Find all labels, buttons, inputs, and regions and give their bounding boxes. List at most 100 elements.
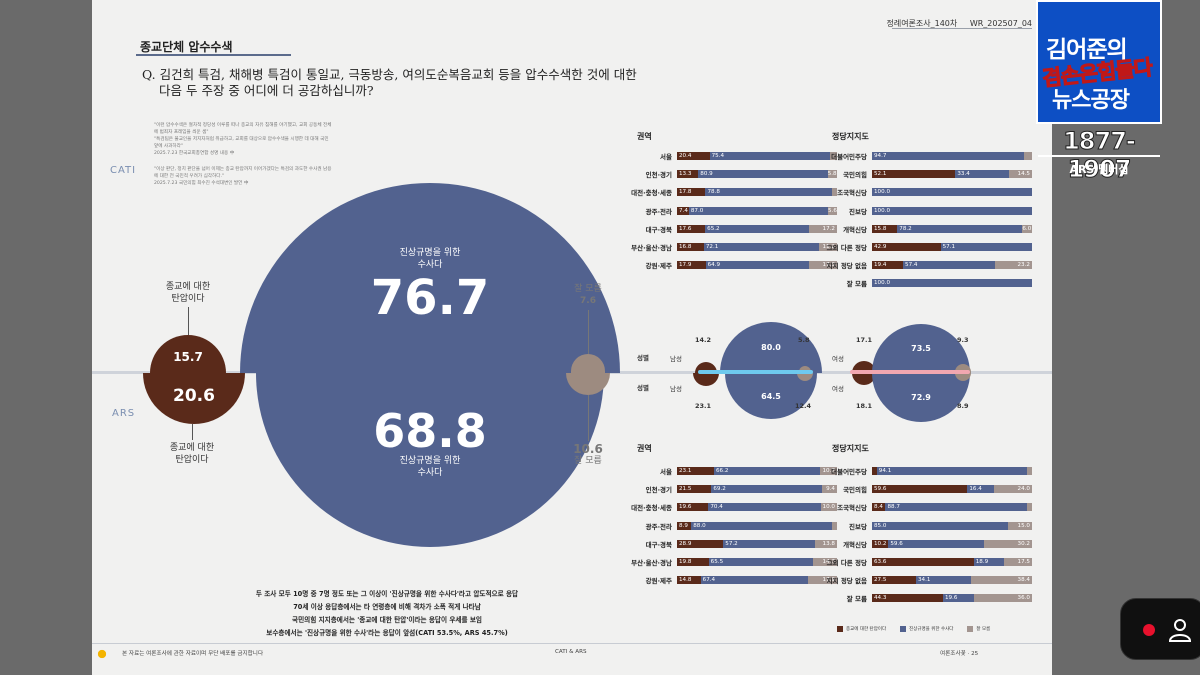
cati-investigation-caption-2: 수사다 bbox=[417, 260, 443, 270]
male-dontknow-value-ars: 12.4 bbox=[795, 402, 812, 410]
cati-region-investigation-segment: 87.0 bbox=[688, 206, 829, 215]
male-oppression-value-cati: 14.2 bbox=[695, 336, 712, 344]
ars-region-dontknow-segment bbox=[832, 521, 837, 530]
ars-party-oppression-segment: 59.6 bbox=[872, 485, 968, 494]
cati-party-investigation-segment: 33.4 bbox=[955, 170, 1009, 179]
footer-right: 여론조사꽃 · 25 bbox=[940, 651, 979, 657]
ars-party-investigation-segment: 85.0 bbox=[872, 521, 1008, 530]
cati-region-investigation-segment: 78.8 bbox=[705, 188, 832, 197]
ars-region-oppression-segment: 28.9 bbox=[677, 539, 724, 548]
person-icon[interactable] bbox=[1167, 617, 1193, 643]
ars-investigation-value: 68.8 bbox=[373, 404, 487, 458]
ars-party-dontknow-segment: 30.2 bbox=[983, 539, 1032, 548]
ars-region-dontknow-segment: 13.8 bbox=[814, 539, 837, 548]
cati-region-row-label: 부산·울산·경남 bbox=[631, 244, 672, 252]
cati-party-row-label: 잘 모름 bbox=[846, 280, 867, 289]
cati-party-title: 정당지지도 bbox=[832, 132, 869, 141]
cati-party-investigation-segment: 100.0 bbox=[872, 206, 1032, 215]
cati-party-stacked-bar: 52.1 33.4 14.5 bbox=[872, 170, 1032, 179]
ars-oppression-caption-1: 종교에 대한 bbox=[169, 443, 215, 453]
ars-party-investigation-segment: 94.1 bbox=[876, 467, 1028, 475]
ars-membership-label: ARS 멤버십 bbox=[1069, 163, 1129, 176]
ars-party-investigation-segment: 34.1 bbox=[916, 576, 971, 585]
cati-region-dontknow-segment: 11.2 bbox=[819, 243, 837, 251]
cati-region-dontknow-segment: 5.6 bbox=[828, 206, 837, 215]
question-line-1: Q. 김건희 특검, 채해병 특검이 통일교, 극동방송, 여의도순복음교회 등… bbox=[142, 67, 637, 82]
ars-oppression-bubble: 20.6 bbox=[143, 373, 245, 424]
header-meta: 정례여론조사_140차 WR_202507_04 bbox=[876, 18, 1032, 29]
ars-party-stacked-bar: 94.1 bbox=[872, 467, 1032, 475]
female-oppression-value-ars: 18.1 bbox=[856, 402, 873, 410]
cati-party-dontknow-segment: 14.5 bbox=[1008, 170, 1032, 179]
cati-region-investigation-segment: 72.1 bbox=[703, 243, 820, 251]
ars-region-row-label: 광주·전라 bbox=[645, 522, 672, 531]
cati-party-stacked-bar: 19.4 57.4 23.2 bbox=[872, 261, 1032, 270]
female-investigation-value-ars: 72.9 bbox=[911, 393, 931, 402]
ars-region-dontknow-segment: 9.4 bbox=[821, 485, 837, 494]
ars-party-stacked-bar: 59.6 16.4 24.0 bbox=[872, 485, 1032, 494]
male-oppression-bubble-cati bbox=[695, 362, 717, 373]
question: Q. 김건희 특검, 채해병 특검이 통일교, 극동방송, 여의도순복음교회 등… bbox=[142, 67, 637, 99]
cati-region-dontknow-segment: 5.8 bbox=[827, 170, 837, 179]
cati-dontknow-bubble bbox=[571, 354, 605, 373]
ars-region-investigation-segment: 57.2 bbox=[723, 539, 815, 548]
gender-label-cati: 성별 bbox=[637, 354, 649, 362]
ars-party-oppression-segment: 63.6 bbox=[872, 558, 974, 566]
cati-party-investigation-segment: 94.7 bbox=[872, 152, 1024, 160]
cati-region-oppression-segment: 16.8 bbox=[677, 243, 704, 251]
female-dontknow-value-ars: 8.9 bbox=[957, 402, 969, 410]
ars-region-investigation-segment: 88.0 bbox=[691, 521, 833, 530]
cati-oppression-value: 15.7 bbox=[173, 350, 203, 364]
ars-region-investigation-segment: 70.4 bbox=[708, 503, 821, 512]
cati-region-row-label: 강원·제주 bbox=[645, 262, 672, 271]
ars-party-stacked-bar: 10.2 59.6 30.2 bbox=[872, 539, 1032, 548]
ars-region-stacked-bar: 23.1 66.2 10.7 bbox=[677, 467, 837, 475]
ars-party-dontknow-segment: 17.5 bbox=[1003, 558, 1032, 566]
legend-investigation-text: 진상규명을 위한 수사다 bbox=[909, 627, 954, 632]
cati-party-row-label: 더불어민주당 bbox=[831, 153, 867, 161]
cati-region-oppression-segment: 17.6 bbox=[677, 224, 706, 233]
report-page: 정례여론조사_140차 WR_202507_04 종교단체 압수수색 Q. 김건… bbox=[92, 0, 1052, 675]
cati-region-row-label: 광주·전라 bbox=[645, 207, 672, 216]
cati-party-oppression-segment: 52.1 bbox=[872, 170, 956, 179]
record-icon[interactable] bbox=[1143, 624, 1155, 636]
ars-party-row-label: 잘 모름 bbox=[846, 595, 867, 604]
ars-region-stacked-bar: 19.8 65.5 14.7 bbox=[677, 558, 837, 566]
cati-oppression-leader bbox=[188, 307, 189, 335]
legend-oppression-text: 종교에 대한 탄압이다 bbox=[846, 627, 887, 632]
cati-region-oppression-segment: 13.3 bbox=[677, 170, 699, 179]
cati-party-row-label: 개혁신당 bbox=[843, 225, 867, 234]
header-rule bbox=[892, 28, 1032, 29]
ars-region-oppression-segment: 8.9 bbox=[677, 521, 692, 530]
cati-region-stacked-bar: 16.8 72.1 11.2 bbox=[677, 243, 837, 251]
ars-dontknow-value: 10.6 bbox=[573, 442, 603, 456]
legend-oppression: 종교에 대한 탄압이다 bbox=[837, 626, 886, 632]
cati-oppression-bubble: 15.7 bbox=[150, 335, 226, 373]
ars-dontknow-label: 잘 모름 bbox=[574, 456, 602, 466]
ars-oppression-caption-2: 탄압이다 bbox=[175, 455, 209, 465]
ars-region-oppression-segment: 23.1 bbox=[677, 467, 714, 475]
ars-party-dontknow-segment: 15.0 bbox=[1008, 521, 1032, 530]
ars-region-stacked-bar: 14.8 67.4 17.9 bbox=[677, 576, 837, 585]
ars-party-row-label: 국민의힘 bbox=[843, 486, 867, 495]
male-dontknow-value-cati: 5.8 bbox=[798, 336, 810, 344]
ars-party-title: 정당지지도 bbox=[832, 444, 869, 453]
cati-region-row-label: 서울 bbox=[660, 153, 672, 161]
cati-party-row-label: 조국혁신당 bbox=[837, 189, 867, 198]
recording-control[interactable] bbox=[1120, 598, 1200, 660]
female-investigation-bubble-ars: 72.9 bbox=[872, 373, 970, 422]
footer-left: 본 자료는 여론조사에 관한 자료이며 무단 배포를 금지합니다 bbox=[122, 651, 264, 657]
ars-party-dontknow-segment bbox=[1027, 503, 1032, 512]
ars-party-investigation-segment: 16.4 bbox=[967, 485, 994, 494]
quotes-block: "이런 압수수색은 절차적 정당성 이루를 떠나 종교의 자유 침해를 야기했고… bbox=[154, 122, 334, 196]
summary-text: 두 조사 모두 10명 중 7명 정도 또는 그 이상이 '진상규명을 위한 수… bbox=[242, 588, 532, 640]
ars-party-row-label: 개혁신당 bbox=[843, 540, 867, 549]
cati-region-stacked-bar: 17.8 78.8 bbox=[677, 188, 837, 197]
ars-region-row-label: 서울 bbox=[660, 468, 672, 476]
publication-label: 정례여론조사_140차 bbox=[886, 19, 958, 28]
ars-party-investigation-segment: 19.6 bbox=[942, 594, 975, 603]
ars-party-oppression-segment: 8.4 bbox=[872, 503, 886, 512]
phone-underline bbox=[1038, 155, 1160, 157]
cati-region-dontknow-segment bbox=[831, 188, 837, 197]
female-dontknow-bubble-ars bbox=[955, 373, 971, 381]
